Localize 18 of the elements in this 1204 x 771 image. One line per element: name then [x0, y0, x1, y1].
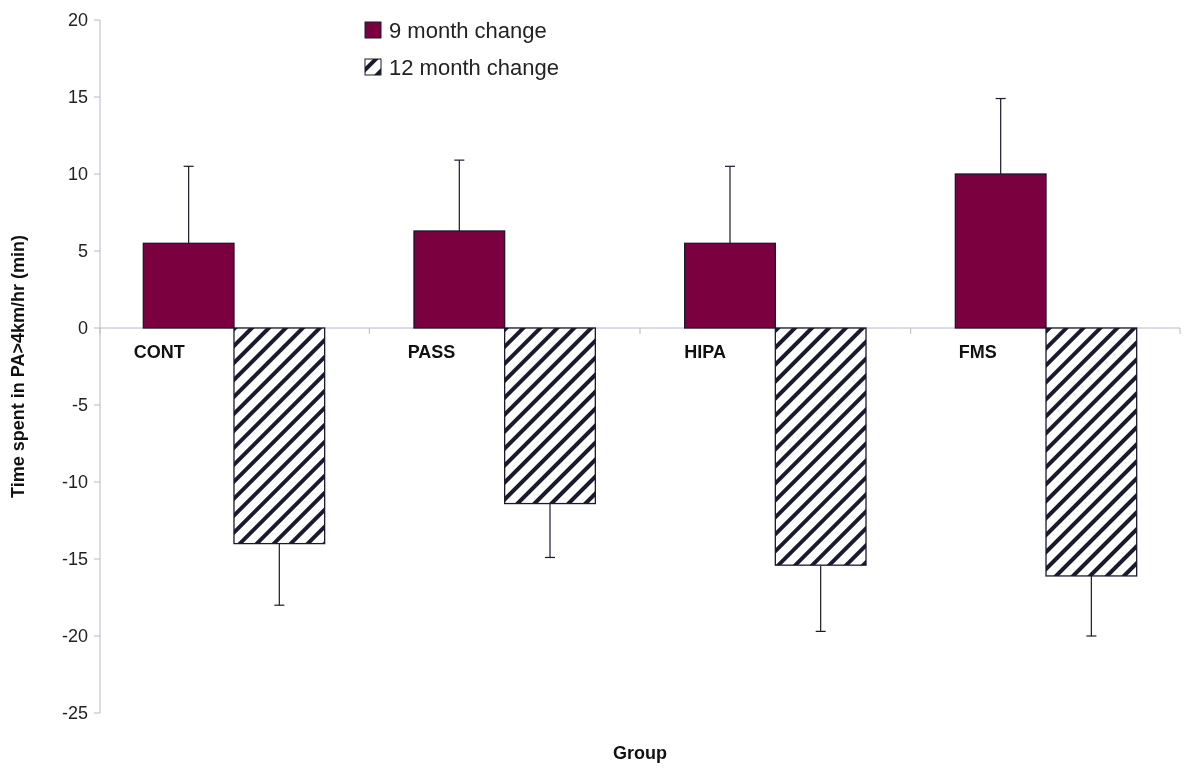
legend-label: 9 month change [389, 17, 547, 43]
x-tick-label: FMS [958, 342, 997, 362]
y-tick-label: 0 [77, 318, 88, 339]
legend-label: 12 month change [389, 54, 560, 80]
y-tick-label: 20 [67, 10, 88, 31]
y-tick-label: -20 [61, 626, 88, 647]
y-tick-label: 10 [67, 164, 88, 185]
y-tick-label: -25 [61, 703, 88, 724]
x-tick-label: PASS [407, 342, 456, 362]
x-tick-label: HIPA [684, 342, 726, 362]
x-axis-title: Group [613, 743, 667, 763]
y-tick-label: -5 [71, 395, 88, 416]
y-axis-title: Time spent in PA>4km/hr (min) [8, 235, 28, 498]
y-tick-label: -10 [61, 472, 88, 493]
y-tick-label: -15 [61, 549, 88, 570]
y-tick-label: 15 [67, 87, 88, 108]
x-tick-label: CONT [133, 342, 185, 362]
y-tick-label: 5 [77, 241, 88, 262]
